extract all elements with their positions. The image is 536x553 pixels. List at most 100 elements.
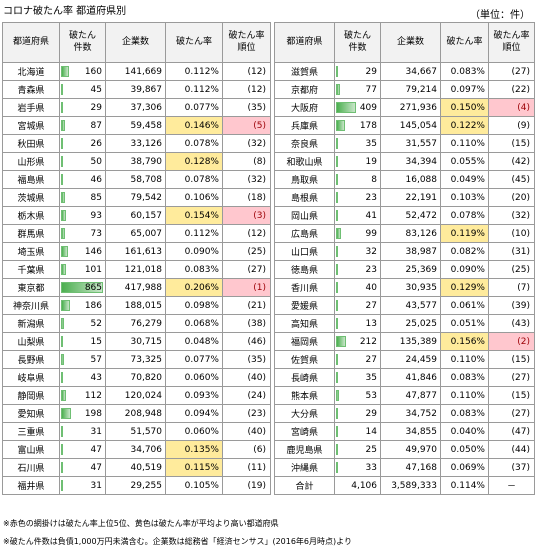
count-cell: 26 bbox=[59, 134, 106, 153]
pref-cell: 福井県 bbox=[2, 476, 60, 495]
header-rank: 破たん率 順位 bbox=[222, 22, 271, 63]
count-bar bbox=[61, 372, 64, 383]
table-row: 山形県 50 38,790 0.128% (8) bbox=[2, 152, 271, 171]
pref-cell: 栃木県 bbox=[2, 206, 60, 225]
count-bar bbox=[61, 66, 69, 77]
table-row: 栃木県 93 60,157 0.154% (3) bbox=[2, 206, 271, 225]
count-cell: 31 bbox=[59, 422, 106, 441]
pref-cell: 福島県 bbox=[2, 170, 60, 189]
rate-cell: 0.050% bbox=[440, 440, 489, 459]
companies-cell: 208,948 bbox=[105, 404, 166, 423]
count-cell: 160 bbox=[59, 62, 106, 81]
rate-cell: 0.103% bbox=[440, 188, 489, 207]
count-cell: 14 bbox=[334, 422, 381, 441]
rate-cell: 0.122% bbox=[440, 116, 489, 135]
companies-cell: 38,987 bbox=[380, 242, 441, 261]
rate-cell: 0.051% bbox=[440, 314, 489, 333]
rate-cell: 0.068% bbox=[165, 314, 223, 333]
count-cell: 52 bbox=[59, 314, 106, 333]
rank-cell: (32) bbox=[488, 206, 535, 225]
companies-cell: 30,935 bbox=[380, 278, 441, 297]
pref-cell: 山口県 bbox=[274, 242, 335, 261]
rate-cell: 0.061% bbox=[440, 296, 489, 315]
rate-cell: 0.090% bbox=[440, 260, 489, 279]
count-cell: 87 bbox=[59, 116, 106, 135]
table-row: 宮城県 87 59,458 0.146% (5) bbox=[2, 116, 271, 135]
rank-cell: (46) bbox=[222, 332, 271, 351]
count-cell: 27 bbox=[334, 296, 381, 315]
rate-cell: 0.129% bbox=[440, 278, 489, 297]
pref-cell: 長野県 bbox=[2, 350, 60, 369]
table-row: 熊本県 53 47,877 0.110% (15) bbox=[274, 386, 535, 405]
rate-cell: 0.040% bbox=[440, 422, 489, 441]
table-row: 三重県 31 51,570 0.060% (40) bbox=[2, 422, 271, 441]
pref-cell: 滋賀県 bbox=[274, 62, 335, 81]
rank-cell: (47) bbox=[488, 422, 535, 441]
header-rate: 破たん率 bbox=[440, 22, 489, 63]
table-row: 徳島県 23 25,369 0.090% (25) bbox=[274, 260, 535, 279]
pref-cell: 鳥取県 bbox=[274, 170, 335, 189]
pref-cell: 兵庫県 bbox=[274, 116, 335, 135]
table-row: 石川県 47 40,519 0.115% (11) bbox=[2, 458, 271, 477]
count-cell: 85 bbox=[59, 188, 106, 207]
pref-cell: 山梨県 bbox=[2, 332, 60, 351]
pref-cell: 島根県 bbox=[274, 188, 335, 207]
table-row: 岩手県 29 37,306 0.077% (35) bbox=[2, 98, 271, 117]
count-cell: 41 bbox=[334, 206, 381, 225]
companies-cell: 79,542 bbox=[105, 188, 166, 207]
rank-cell: (43) bbox=[488, 314, 535, 333]
rate-cell: 0.097% bbox=[440, 80, 489, 99]
rank-cell: (40) bbox=[222, 422, 271, 441]
companies-cell: 29,255 bbox=[105, 476, 166, 495]
header-companies: 企業数 bbox=[105, 22, 166, 63]
pref-cell: 岡山県 bbox=[274, 206, 335, 225]
pref-cell: 愛媛県 bbox=[274, 296, 335, 315]
count-cell: 47 bbox=[59, 440, 106, 459]
rate-cell: 0.060% bbox=[165, 368, 223, 387]
pref-cell: 宮城県 bbox=[2, 116, 60, 135]
rank-cell: (21) bbox=[222, 296, 271, 315]
table-row: 大阪府 409 271,936 0.150% (4) bbox=[274, 98, 535, 117]
count-bar bbox=[336, 318, 338, 329]
rank-cell: (11) bbox=[222, 458, 271, 477]
rank-cell: (3) bbox=[222, 206, 271, 225]
count-cell: 15 bbox=[59, 332, 106, 351]
count-cell: 13 bbox=[334, 314, 381, 333]
count-cell: 47 bbox=[59, 458, 106, 477]
pref-cell: 奈良県 bbox=[274, 134, 335, 153]
count-cell: 112 bbox=[59, 386, 106, 405]
rank-cell: (27) bbox=[488, 62, 535, 81]
rate-cell: 0.119% bbox=[440, 224, 489, 243]
count-cell: 29 bbox=[334, 62, 381, 81]
header-pref: 都道府県 bbox=[2, 22, 60, 63]
rate-cell: 0.083% bbox=[440, 404, 489, 423]
table-row: 富山県 47 34,706 0.135% (6) bbox=[2, 440, 271, 459]
companies-cell: 34,667 bbox=[380, 62, 441, 81]
table-row: 京都府 77 79,214 0.097% (22) bbox=[274, 80, 535, 99]
table-row: 鳥取県 8 16,088 0.049% (45) bbox=[274, 170, 535, 189]
rate-cell: 0.077% bbox=[165, 98, 223, 117]
count-cell: 23 bbox=[334, 188, 381, 207]
count-cell: 40 bbox=[334, 278, 381, 297]
table-row: 埼玉県 146 161,613 0.090% (25) bbox=[2, 242, 271, 261]
count-bar bbox=[336, 66, 338, 77]
count-bar bbox=[336, 174, 338, 185]
table-row: 佐賀県 27 24,459 0.110% (15) bbox=[274, 350, 535, 369]
count-bar bbox=[336, 390, 339, 401]
footnote-source: ※破たん件数は負債1,000万円未満含む。企業数は総務省「経済センサス」(201… bbox=[3, 537, 352, 546]
count-cell: 46 bbox=[59, 170, 106, 189]
pref-cell: 鹿児島県 bbox=[274, 440, 335, 459]
pref-cell: 京都府 bbox=[274, 80, 335, 99]
rate-cell: 0.115% bbox=[165, 458, 223, 477]
rank-cell: (25) bbox=[488, 260, 535, 279]
rank-cell: (23) bbox=[222, 404, 271, 423]
rank-cell: (24) bbox=[222, 386, 271, 405]
rate-cell: 0.048% bbox=[165, 332, 223, 351]
pref-cell: 福岡県 bbox=[274, 332, 335, 351]
companies-cell: 24,459 bbox=[380, 350, 441, 369]
rate-cell: 0.090% bbox=[165, 242, 223, 261]
rank-cell: (35) bbox=[222, 350, 271, 369]
count-bar bbox=[336, 300, 338, 311]
count-cell: 35 bbox=[334, 134, 381, 153]
pref-cell: 岩手県 bbox=[2, 98, 60, 117]
